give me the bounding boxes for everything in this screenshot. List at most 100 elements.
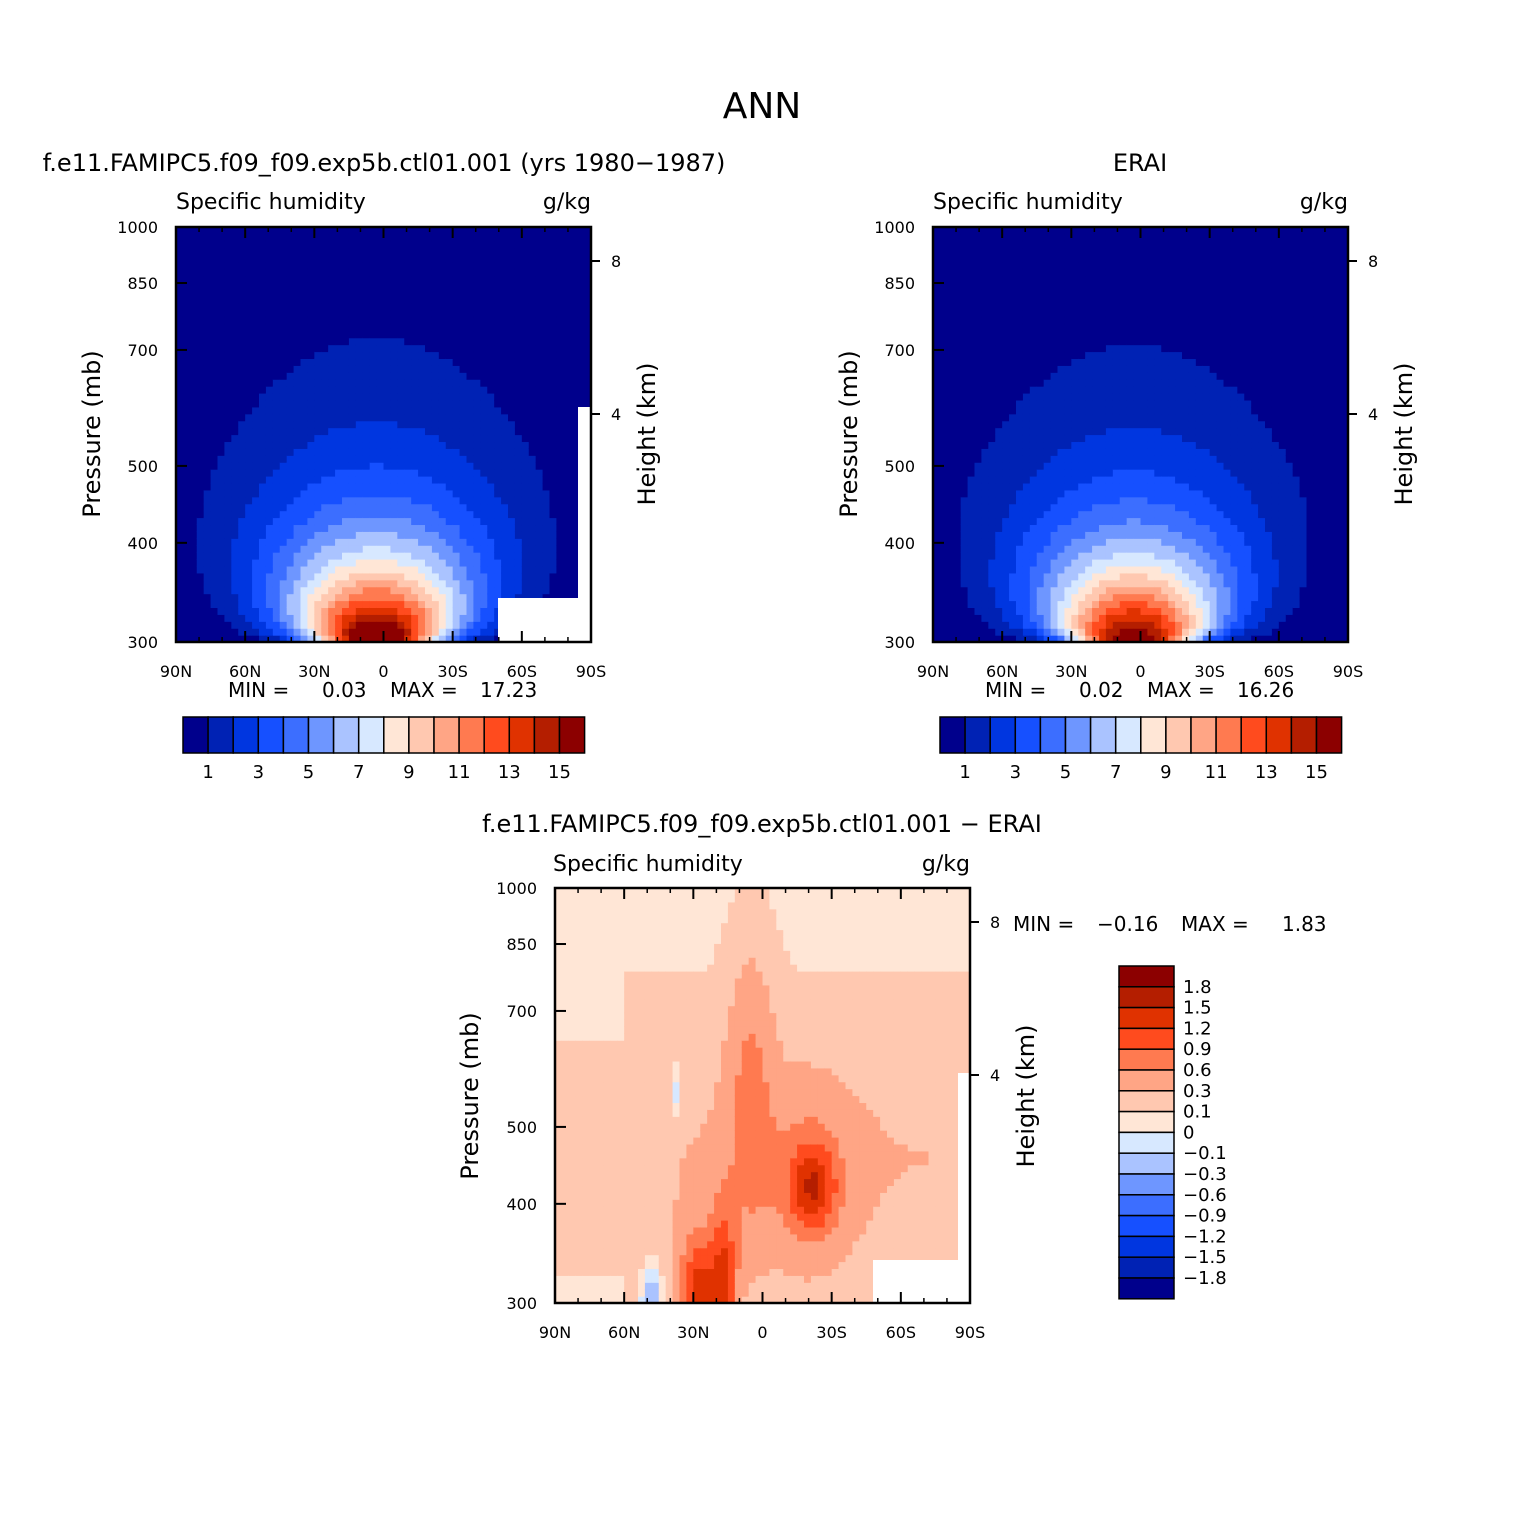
contour-cell — [411, 254, 419, 263]
contour-cell — [362, 628, 371, 636]
contour-cell — [1043, 579, 1052, 588]
contour-cell — [293, 337, 302, 346]
contour-cell — [238, 614, 246, 622]
contour-cell — [176, 621, 184, 629]
contour-cell — [355, 531, 364, 539]
contour-cell — [584, 372, 591, 380]
contour-cell — [974, 323, 983, 332]
contour-cell — [1050, 455, 1059, 463]
contour-cell — [1071, 565, 1079, 574]
contour-cell — [265, 310, 274, 318]
contour-cell — [473, 296, 481, 304]
contour-cell — [494, 386, 502, 394]
contour-cell — [272, 448, 281, 456]
contour-cell — [425, 503, 433, 512]
contour-cell — [542, 337, 551, 346]
contour-cell — [445, 572, 454, 581]
contour-cell — [1009, 261, 1017, 270]
contour-cell — [535, 510, 544, 519]
contour-cell — [376, 621, 385, 629]
contour-cell — [967, 628, 976, 636]
contour-cell — [182, 399, 191, 408]
contour-cell — [1016, 386, 1024, 394]
contour-cell — [176, 503, 184, 512]
contour-cell — [933, 441, 941, 449]
contour-cell — [946, 455, 955, 463]
contour-cell — [556, 434, 564, 443]
colorbar-box — [433, 716, 460, 754]
contour-cell — [1078, 496, 1086, 505]
contour-cell — [487, 635, 495, 642]
contour-cell — [231, 406, 239, 415]
contour-cell — [542, 503, 551, 512]
contour-cell — [939, 434, 948, 443]
contour-cell — [1043, 303, 1052, 311]
contour-cell — [953, 503, 962, 512]
contour-cell — [182, 386, 191, 394]
contour-cell — [307, 296, 315, 304]
contour-cell — [348, 565, 357, 574]
contour-cell — [376, 469, 385, 477]
contour-cell — [383, 296, 392, 304]
contour-cell — [348, 254, 357, 263]
colorbar-label: 7 — [353, 762, 364, 783]
contour-cell — [988, 282, 996, 290]
contour-cell — [1022, 268, 1031, 277]
contour-cell — [224, 351, 232, 360]
contour-cell — [245, 607, 253, 615]
contour-cell — [494, 282, 502, 290]
contour-cell — [528, 517, 537, 526]
contour-cell — [272, 372, 281, 380]
contour-cell — [501, 593, 509, 602]
contour-cell — [1043, 254, 1052, 263]
x-tick-label: 30N — [298, 662, 330, 681]
contour-cell — [1071, 358, 1079, 366]
contour-cell — [189, 254, 198, 263]
contour-cell — [459, 482, 468, 491]
contour-cell — [494, 233, 502, 242]
contour-cell — [535, 379, 544, 387]
contour-cell — [960, 593, 969, 602]
contour-cell — [182, 476, 191, 484]
contour-cell — [960, 545, 969, 553]
contour-cell — [473, 254, 481, 263]
contour-cell — [425, 545, 433, 553]
contour-cell — [933, 621, 941, 629]
contour-cell — [293, 282, 302, 290]
contour-cell — [286, 233, 295, 242]
contour-cell — [203, 303, 212, 311]
contour-cell — [411, 476, 419, 484]
contour-cell — [376, 496, 385, 505]
contour-cell — [182, 572, 191, 581]
contour-cell — [988, 434, 996, 443]
contour-cell — [307, 586, 315, 595]
contour-cell — [988, 503, 996, 512]
contour-cell — [494, 275, 502, 283]
contour-cell — [508, 323, 516, 332]
contour-cell — [452, 448, 461, 456]
contour-cell — [397, 233, 405, 242]
contour-cell — [335, 227, 343, 235]
contour-cell — [210, 323, 219, 332]
contour-cell — [390, 579, 398, 588]
contour-cell — [182, 607, 191, 615]
contour-cell — [335, 379, 343, 387]
contour-cell — [933, 351, 941, 360]
contour-cell — [514, 282, 523, 290]
contour-cell — [1036, 427, 1045, 436]
contour-cell — [238, 565, 246, 574]
contour-cell — [995, 600, 1003, 609]
contour-cell — [286, 240, 295, 249]
contour-cell — [300, 635, 309, 642]
contour-cell — [342, 296, 350, 304]
contour-cell — [508, 358, 516, 366]
contour-cell — [355, 358, 364, 366]
contour-cell — [272, 600, 281, 609]
panel-model: f.e11.FAMIPC5.f09_f09.exp5b.ctl01.001 (y… — [43, 149, 726, 783]
contour-cell — [933, 399, 941, 408]
contour-cell — [418, 496, 426, 505]
contour-cell — [542, 247, 551, 256]
contour-cell — [480, 303, 488, 311]
contour-cell — [355, 448, 364, 456]
contour-cell — [418, 448, 426, 456]
